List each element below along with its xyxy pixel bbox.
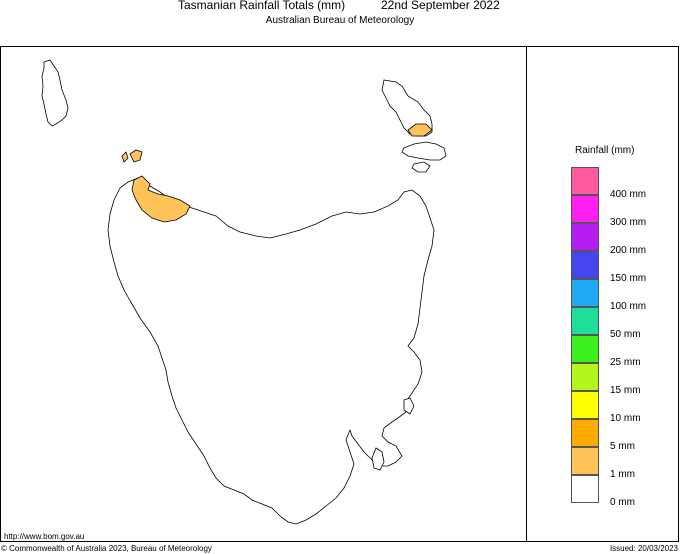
legend-swatch (571, 391, 599, 419)
page-title: Tasmanian Rainfall Totals (mm) (178, 0, 346, 12)
flinders-island (381, 79, 433, 137)
legend-swatch (571, 335, 599, 363)
legend-label: 200 mm (610, 245, 647, 256)
legend-swatch (571, 363, 599, 391)
legend-swatch (571, 251, 599, 279)
legend-label: 50 mm (610, 329, 641, 340)
legend-label: 100 mm (610, 301, 647, 312)
legend-swatch (571, 447, 599, 475)
legend-label: 150 mm (610, 273, 647, 284)
legend-label: 5 mm (610, 441, 635, 452)
robbins-island-rain (121, 151, 129, 163)
tasmania-mainland (107, 177, 435, 525)
flinders-rain-area (407, 123, 433, 137)
hunter-island (129, 149, 143, 163)
northwest-rain-area (131, 175, 191, 223)
legend-swatch (571, 279, 599, 307)
legend-label: 1 mm (610, 469, 635, 480)
legend-divider (526, 46, 527, 542)
map-frame (0, 46, 679, 542)
legend-swatch (571, 419, 599, 447)
header: Tasmanian Rainfall Totals (mm) 22nd Sept… (0, 0, 680, 14)
clarke-island (411, 161, 431, 173)
legend-title: Rainfall (mm) (575, 145, 635, 156)
legend-swatch (571, 475, 599, 503)
legend-label: 25 mm (610, 357, 641, 368)
legend-label: 0 mm (610, 497, 635, 508)
legend-swatch (571, 307, 599, 335)
date-label: 22nd September 2022 (381, 0, 500, 12)
legend-swatch (571, 167, 599, 195)
maria-island (403, 397, 415, 415)
source-url[interactable]: http://www.bom.gov.au (4, 532, 85, 541)
subtitle: Australian Bureau of Meteorology (265, 15, 415, 26)
cape-barren-island (401, 141, 447, 161)
legend-label: 10 mm (610, 413, 641, 424)
issued-date: Issued: 20/03/2023 (609, 544, 678, 553)
tasmania-map (41, 59, 447, 525)
legend-color-bar (571, 167, 599, 503)
legend-label: 400 mm (610, 189, 647, 200)
king-island (41, 59, 69, 127)
bruny-island (371, 447, 385, 471)
legend-swatch (571, 223, 599, 251)
legend-label: 300 mm (610, 217, 647, 228)
legend-swatch (571, 195, 599, 223)
copyright-notice: © Commonwealth of Australia 2023, Bureau… (1, 544, 212, 553)
legend-label: 15 mm (610, 385, 641, 396)
